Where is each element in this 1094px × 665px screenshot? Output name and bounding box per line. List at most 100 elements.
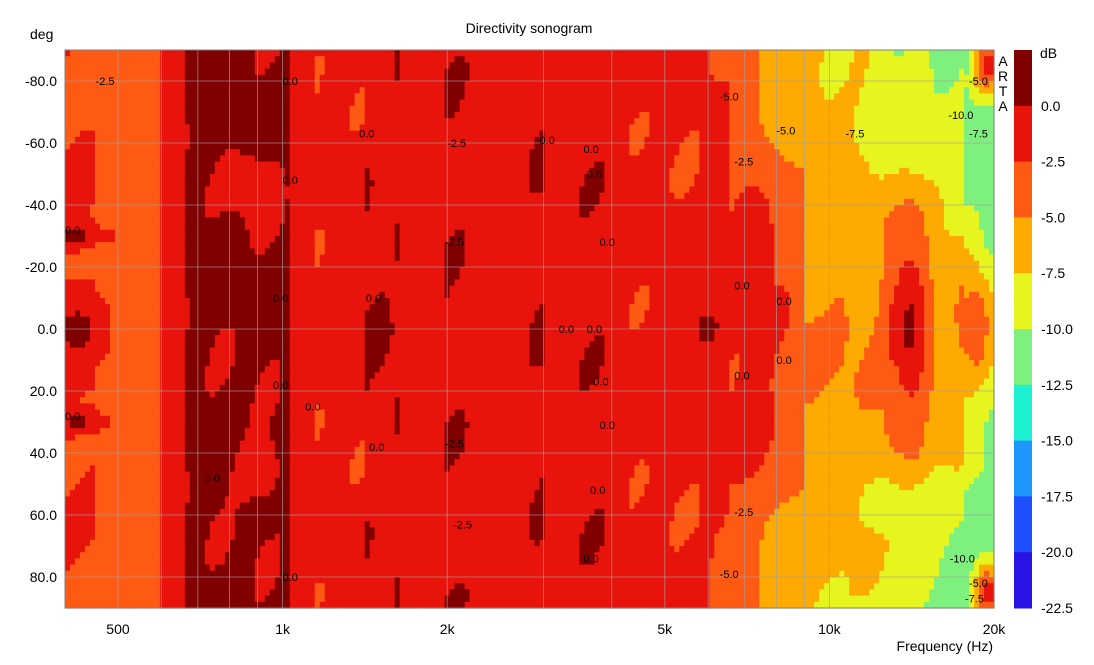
heat-cell [559, 161, 566, 169]
heat-cell [784, 186, 790, 194]
heat-cell [274, 118, 281, 125]
heat-cell [374, 99, 381, 107]
heat-cell [604, 136, 611, 144]
heat-cell [414, 105, 421, 113]
heat-cell [974, 180, 980, 187]
heat-cell [249, 87, 256, 94]
heat-cell [714, 143, 720, 150]
heat-cell [759, 81, 765, 88]
heat-cell [154, 93, 161, 101]
heat-cell [79, 149, 86, 156]
heat-cell [65, 50, 71, 57]
heat-cell [224, 155, 231, 163]
heat-cell [394, 205, 401, 212]
heat-cell [854, 74, 860, 82]
heat-cell [744, 211, 750, 218]
heat-cell [519, 192, 526, 200]
heat-cell [789, 180, 795, 187]
heat-cell [119, 136, 126, 144]
heat-cell [504, 174, 511, 181]
heat-cell [219, 136, 226, 144]
heat-cell [169, 81, 176, 88]
heat-cell [804, 149, 810, 156]
heat-cell [559, 186, 566, 194]
heat-cell [179, 180, 186, 187]
heat-cell [799, 50, 805, 57]
heat-cell [539, 81, 546, 88]
heat-cell [264, 93, 271, 101]
heat-cell [104, 118, 111, 125]
heat-cell [564, 130, 571, 138]
heat-cell [384, 93, 391, 101]
heat-cell [354, 112, 361, 119]
heat-cell [389, 211, 396, 218]
heat-cell [754, 56, 760, 63]
heat-cell [954, 93, 960, 101]
heat-cell [399, 68, 406, 76]
heat-cell [749, 186, 755, 194]
heat-cell [959, 143, 965, 150]
heat-cell [124, 211, 131, 218]
heat-cell [364, 192, 371, 200]
heat-cell [729, 136, 735, 144]
heat-cell [514, 136, 521, 144]
heat-cell [339, 192, 346, 200]
heat-cell [929, 68, 935, 76]
heat-cell [584, 143, 591, 150]
heat-cell [819, 149, 825, 156]
heat-cell [349, 198, 356, 206]
heat-cell [324, 211, 331, 218]
heat-cell [159, 192, 166, 200]
heat-cell [599, 118, 606, 125]
heat-cell [779, 118, 785, 125]
heat-cell [309, 87, 316, 94]
heat-cell [569, 81, 576, 88]
heat-cell [764, 167, 770, 175]
heat-cell [859, 112, 865, 119]
heat-cell [434, 143, 441, 150]
heat-cell [234, 130, 241, 138]
heat-cell [324, 62, 331, 70]
heat-cell [344, 112, 351, 119]
heat-cell [794, 149, 800, 156]
heat-cell [814, 68, 820, 76]
heat-cell [344, 105, 351, 113]
heat-cell [129, 161, 136, 169]
heat-cell [904, 149, 910, 156]
heat-cell [129, 198, 136, 206]
heat-cell [239, 143, 246, 150]
heat-cell [904, 118, 910, 125]
heat-cell [349, 167, 356, 175]
heat-cell [184, 130, 191, 138]
heat-cell [924, 118, 930, 125]
heat-cell [694, 68, 700, 76]
heat-cell [519, 124, 526, 132]
heat-cell [184, 62, 191, 70]
heat-cell [324, 186, 331, 194]
heat-cell [554, 130, 561, 138]
heat-cell [699, 186, 705, 194]
heat-cell [149, 112, 156, 119]
heat-cell [809, 56, 815, 63]
heat-cell [214, 74, 221, 82]
heat-cell [564, 143, 571, 150]
heat-cell [919, 149, 925, 156]
heat-cell [529, 192, 536, 200]
heat-cell [709, 87, 715, 94]
heat-cell [794, 211, 800, 218]
heat-cell [434, 136, 441, 144]
heat-cell [489, 180, 496, 187]
heat-cell [469, 93, 476, 101]
heat-cell [319, 180, 326, 187]
heat-cell [569, 118, 576, 125]
heat-cell [469, 211, 476, 218]
heat-cell [269, 68, 276, 76]
heat-cell [219, 155, 226, 163]
heat-cell [564, 50, 571, 57]
heat-cell [714, 81, 720, 88]
heat-cell [299, 124, 306, 132]
heat-cell [644, 74, 650, 82]
heat-cell [339, 149, 346, 156]
heat-cell [169, 198, 176, 206]
heat-cell [239, 211, 246, 218]
